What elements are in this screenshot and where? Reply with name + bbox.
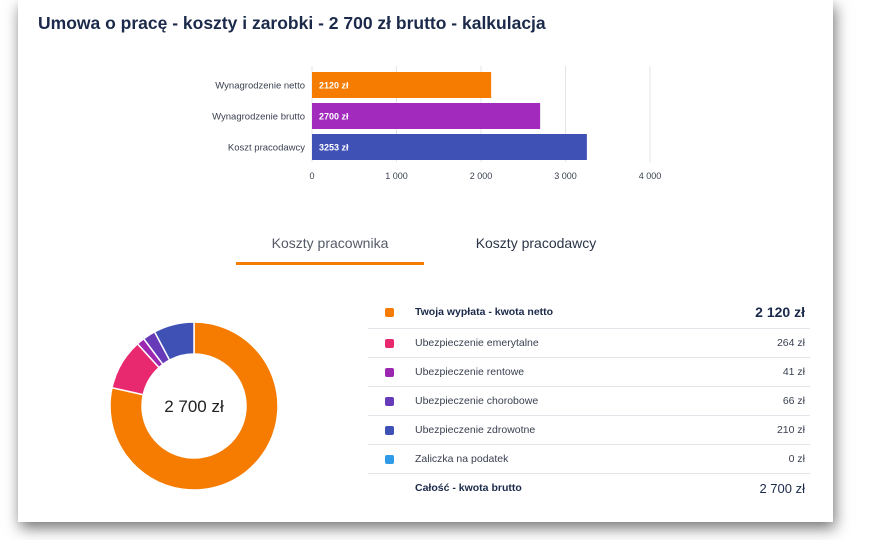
total-label: Całość - kwota brutto <box>415 482 522 494</box>
bar-value-label: 2120 zł <box>319 81 349 91</box>
donut-center-label: 2 700 zł <box>164 397 224 416</box>
tab-employee-costs[interactable]: Koszty pracownika <box>236 228 424 265</box>
legend-label: Ubezpieczenie chorobowe <box>415 395 539 407</box>
bar-value-label: 3253 zł <box>319 143 349 153</box>
legend-swatch <box>385 426 394 435</box>
legend-label: Twoja wypłata - kwota netto <box>415 306 554 318</box>
cost-breakdown-table: Twoja wypłata - kwota netto 2 120 zł Ube… <box>368 298 810 504</box>
legend-value: 210 zł <box>776 424 805 436</box>
bar <box>312 72 492 98</box>
x-tick-label: 4 000 <box>639 171 662 181</box>
legend-swatch <box>385 339 394 348</box>
legend-value: 0 zł <box>788 453 805 465</box>
category-label: Wynagrodzenie brutto <box>212 112 305 123</box>
legend-label: Ubezpieczenie zdrowotne <box>415 424 536 436</box>
tab-employer-costs[interactable]: Koszty pracodawcy <box>475 235 597 251</box>
category-label: Koszt pracodawcy <box>228 143 305 154</box>
legend-swatch <box>385 455 394 464</box>
legend-value: 2 120 zł <box>755 304 805 320</box>
legend-swatch <box>385 308 394 317</box>
legend-row-net: Twoja wypłata - kwota netto 2 120 zł <box>368 298 810 329</box>
calculator-card: Umowa o pracę - koszty i zarobki - 2 700… <box>18 0 833 522</box>
legend-row-health: Ubezpieczenie zdrowotne 210 zł <box>368 416 810 445</box>
bar-chart: 0 1 000 2 000 3 000 4 000 Wynagrodzenie netto… <box>212 66 662 181</box>
legend-value: 264 zł <box>776 337 805 349</box>
total-value: 2 700 zł <box>759 481 805 496</box>
bar <box>312 103 541 129</box>
x-tick-label: 1 000 <box>385 171 408 181</box>
legend-row-tax: Zaliczka na podatek 0 zł <box>368 445 810 474</box>
donut-chart: 2 700 zł <box>109 321 279 491</box>
bar-value-label: 2700 zł <box>319 112 349 122</box>
legend-swatch <box>385 368 394 377</box>
legend-label: Ubezpieczenie emerytalne <box>415 337 539 349</box>
x-tick-label: 3 000 <box>554 171 577 181</box>
x-tick-label: 0 <box>309 171 314 181</box>
page-title: Umowa o pracę - koszty i zarobki - 2 700… <box>38 13 546 33</box>
legend-label: Zaliczka na podatek <box>415 453 509 465</box>
legend-value: 41 zł <box>782 366 805 378</box>
bar <box>312 134 587 160</box>
donut-slice <box>153 321 195 362</box>
legend-row-disability: Ubezpieczenie rentowe 41 zł <box>368 358 810 387</box>
legend-row-total: Całość - kwota brutto 2 700 zł <box>368 474 810 504</box>
category-label: Wynagrodzenie netto <box>215 81 305 92</box>
legend-row-pension: Ubezpieczenie emerytalne 264 zł <box>368 329 810 358</box>
legend-row-sickness: Ubezpieczenie chorobowe 66 zł <box>368 387 810 416</box>
legend-label: Ubezpieczenie rentowe <box>415 366 525 378</box>
cost-tabs: Koszty pracownika Koszty pracodawcy <box>236 228 636 268</box>
legend-swatch <box>385 397 394 406</box>
donut-slice <box>109 321 279 491</box>
legend-value: 66 zł <box>782 395 805 407</box>
x-tick-label: 2 000 <box>470 171 493 181</box>
